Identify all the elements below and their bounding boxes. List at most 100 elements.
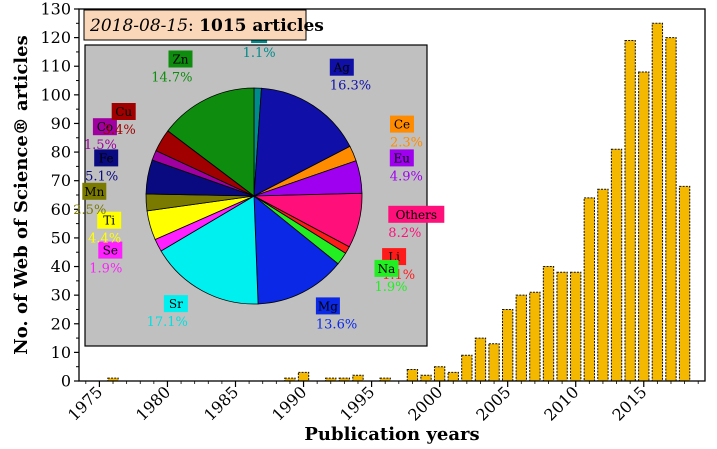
bar-2008 — [542, 266, 555, 382]
y-tick-label: 90 — [51, 114, 71, 133]
y-axis-label: No. of Web of Science® articles — [11, 35, 32, 354]
y-tick-label: 50 — [51, 228, 71, 247]
bar-1989 — [284, 377, 296, 382]
pie-pct-ag: 16.3% — [330, 79, 371, 94]
bar-1998 — [406, 369, 419, 382]
pie-label-box-others — [388, 205, 445, 223]
pie-inset: Y1.1%Ag16.3%Ce2.3%Eu4.9%Others8.2%Li1.1%… — [73, 26, 445, 347]
pie-slice-sr — [160, 195, 259, 305]
pie-label-box-se — [98, 241, 123, 259]
x-tick-label: 1995 — [336, 382, 378, 424]
pie-label-mg: Mg — [318, 299, 338, 313]
bar-2004 — [488, 343, 500, 382]
pie-pct-se: 1.9% — [89, 262, 122, 277]
pie-label-box-mg — [315, 297, 340, 315]
bar-2018 — [678, 185, 691, 382]
pie-slice-mg — [253, 195, 339, 305]
pie-label-box-zn — [168, 50, 193, 68]
x-tick-label: 2000 — [404, 382, 446, 424]
pie-label-cu: Cu — [115, 105, 132, 119]
pie-pct-ti: 4.4% — [88, 232, 121, 247]
pie-label-box-fe — [94, 149, 119, 167]
bar-2012 — [597, 188, 609, 382]
pie-label-zn: Zn — [172, 53, 188, 67]
bar-1994 — [352, 374, 364, 382]
bar-2017 — [665, 37, 677, 382]
bar-2010 — [570, 271, 582, 382]
pie-label-eu: Eu — [394, 151, 411, 165]
pie-pct-fe: 5.1% — [85, 169, 118, 184]
bar-1976 — [107, 377, 119, 382]
pie-pct-mg: 13.6% — [316, 317, 357, 332]
x-axis-label: Publication years — [304, 424, 479, 445]
bar-2005 — [502, 308, 514, 382]
pie-label-ag: Ag — [333, 61, 351, 75]
y-tick-label: 130 — [40, 0, 71, 19]
y-tick-label: 60 — [51, 200, 71, 219]
pie-label-box-co — [92, 118, 117, 136]
bar-2016 — [651, 22, 664, 382]
pie-pct-co: 1.5% — [84, 138, 117, 153]
bar-1993 — [338, 377, 351, 382]
bar-1990 — [297, 371, 310, 382]
bar-2009 — [556, 271, 568, 382]
pie-pct-ce: 2.3% — [390, 136, 423, 151]
pie-pct-sr: 17.1% — [147, 315, 188, 330]
y-tick-label: 110 — [40, 57, 71, 76]
y-tick-label: 120 — [40, 28, 71, 47]
bar-2003 — [474, 337, 487, 382]
pie-pct-mn: 2.5% — [73, 203, 106, 218]
pie-label-mn: Mn — [84, 185, 104, 199]
pie-label-se: Se — [103, 244, 118, 258]
pie-label-box-na — [374, 259, 399, 277]
bar-1999 — [420, 374, 432, 382]
y-tick-label: 10 — [51, 343, 71, 362]
x-tick-label: 1985 — [200, 382, 242, 424]
bar-1996 — [379, 377, 391, 382]
pie-label-box-eu — [389, 149, 414, 167]
bar-2015 — [638, 71, 650, 382]
x-tick-label: 2005 — [472, 382, 514, 424]
pie-label-fe: Fe — [99, 151, 114, 165]
pie-label-others: Others — [396, 208, 437, 222]
bar-2000 — [433, 366, 446, 382]
x-tick-label: 2010 — [540, 382, 582, 424]
bar-1992 — [325, 377, 337, 382]
bars-layer — [107, 22, 691, 382]
pie-slice-ag — [253, 87, 351, 197]
y-tick-label: 30 — [51, 286, 71, 305]
y-tick-label: 70 — [51, 171, 71, 190]
annotation-text: 2018-08-15: 1015 articles — [89, 16, 324, 36]
pie-label-box-ti — [97, 211, 122, 229]
annotation-date: 2018-08-15 — [89, 16, 188, 36]
y-tick-label: 40 — [51, 257, 71, 276]
pie-label-box-ag — [329, 58, 354, 76]
bar-2006 — [515, 294, 527, 382]
annotation-box — [83, 9, 307, 41]
pie-pct-eu: 4.9% — [390, 169, 423, 184]
y-tick-label: 80 — [51, 143, 71, 162]
pie-pct-cu: 3.4% — [103, 123, 136, 138]
pie-label-box-ce — [390, 115, 414, 133]
pie-label-box-sr — [163, 295, 188, 313]
pie-label-ti: Ti — [103, 214, 115, 228]
x-tick-label: 1980 — [132, 382, 174, 424]
pie-pct-others: 8.2% — [388, 226, 421, 241]
bar-2014 — [624, 39, 636, 382]
pie-pct-na: 1.9% — [375, 280, 408, 295]
pie-slice-zn — [167, 87, 255, 197]
y-tick-label: 100 — [40, 85, 71, 104]
pie-pct-zn: 14.7% — [151, 71, 192, 86]
y-tick-label: 0 — [61, 372, 71, 391]
pie-label-box-cu — [111, 103, 136, 120]
x-tick-label: 2015 — [608, 382, 650, 424]
bar-2011 — [583, 197, 595, 382]
bar-2013 — [610, 148, 623, 382]
y-tick-label: 20 — [51, 314, 71, 333]
annotation-separator: : — [188, 16, 199, 36]
annotation-count: 1015 articles — [199, 16, 324, 36]
pie-label-ce: Ce — [394, 118, 410, 132]
pie-pct-y: 1.1% — [243, 46, 276, 61]
x-tick-label: 1990 — [268, 382, 310, 424]
